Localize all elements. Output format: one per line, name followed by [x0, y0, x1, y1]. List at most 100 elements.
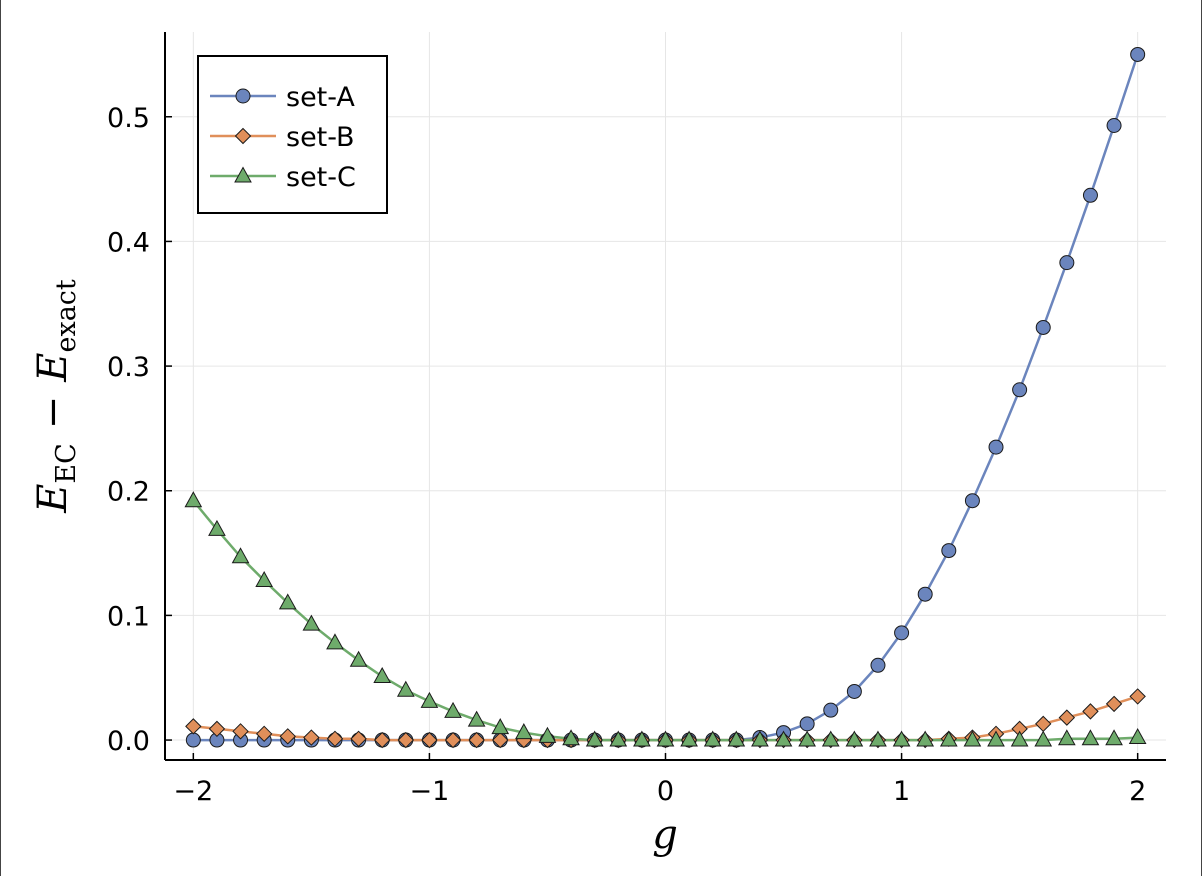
tick-labels: −2 −1 0 1 2 0.0 0.1 0.2 0.3 0.4 0.5 [107, 103, 1146, 807]
data-point [633, 730, 651, 747]
data-point [845, 730, 864, 747]
data-point [751, 730, 769, 747]
data-point [869, 730, 887, 747]
data-point [798, 730, 816, 747]
data-point [255, 725, 273, 743]
data-point [1034, 730, 1053, 747]
data-point [373, 731, 391, 749]
data-point [444, 731, 462, 749]
legend-box [197, 55, 388, 214]
data-point [1105, 729, 1123, 746]
data-point [870, 657, 886, 673]
legend-label: set-B [286, 122, 355, 153]
data-point [397, 731, 415, 749]
x-tick-label: 0 [657, 776, 674, 807]
legend-marker [234, 127, 252, 145]
series-points-set-C [184, 491, 1147, 747]
data-point [846, 683, 862, 699]
data-point [185, 718, 202, 735]
data-point [1106, 117, 1122, 133]
data-point [303, 729, 320, 746]
data-point [823, 702, 839, 718]
data-point [420, 691, 439, 708]
data-point [184, 491, 203, 508]
data-point [1105, 695, 1123, 713]
data-point [799, 716, 815, 732]
window-edge-left [0, 0, 1, 876]
y-tick-label: 0.0 [107, 726, 150, 757]
data-point [350, 730, 367, 748]
data-point [326, 633, 344, 650]
data-point [278, 593, 297, 610]
data-point [916, 730, 935, 747]
y-label-main2: E [30, 352, 76, 382]
data-point [491, 718, 510, 735]
data-point [444, 701, 462, 718]
data-point [231, 547, 250, 564]
data-point [1035, 715, 1052, 733]
data-point [232, 723, 249, 740]
legend-item: set-C [210, 162, 356, 193]
x-tick-label: −2 [173, 776, 213, 807]
legend-marker [234, 166, 252, 183]
data-point [1130, 46, 1146, 62]
data-point [894, 625, 910, 641]
data-point [917, 586, 933, 602]
data-point [279, 728, 296, 745]
data-point [1082, 703, 1099, 720]
data-point [1058, 709, 1076, 726]
data-point [255, 570, 274, 587]
data-point [349, 650, 368, 667]
data-point [326, 730, 344, 748]
data-point [1057, 729, 1076, 746]
y-label-minus: − [30, 396, 76, 430]
data-point [680, 730, 698, 747]
series-layer [184, 46, 1147, 749]
legend-label: set-C [286, 162, 356, 193]
legend: set-A set-B set-C [197, 55, 388, 214]
data-point [964, 493, 980, 509]
data-point [585, 730, 604, 747]
data-point [988, 439, 1004, 455]
data-point [609, 730, 628, 747]
y-label-sub2: exact [51, 279, 82, 352]
legend-marker [235, 88, 251, 104]
legend-item: set-B [210, 122, 355, 153]
y-tick-label: 0.3 [107, 352, 150, 383]
y-tick-label: 0.1 [107, 601, 150, 632]
data-point [208, 519, 226, 536]
data-point [1128, 728, 1147, 745]
data-point [821, 730, 840, 747]
data-point [421, 731, 438, 749]
data-point [656, 730, 675, 747]
data-point [1081, 729, 1100, 746]
y-label-sub1: EC [51, 443, 82, 483]
data-point [1129, 688, 1146, 705]
data-point [208, 720, 226, 738]
legend-label: set-A [286, 82, 355, 113]
data-point [1059, 255, 1075, 271]
data-point [1010, 730, 1029, 747]
data-point [987, 730, 1005, 747]
y-tick-label: 0.4 [107, 227, 150, 258]
y-label-main: E [30, 484, 76, 514]
data-point [1082, 187, 1098, 203]
data-point [515, 723, 533, 740]
legend-item: set-A [210, 82, 355, 113]
data-point [538, 726, 557, 743]
svg-text:EEC−Eexact: EEC−Eexact [30, 279, 82, 514]
data-point [1012, 382, 1028, 398]
data-point [703, 730, 722, 747]
data-point [727, 730, 746, 747]
data-point [562, 729, 580, 746]
data-point [302, 614, 321, 631]
data-point [468, 731, 485, 749]
data-point [396, 680, 415, 697]
data-point [939, 730, 958, 747]
y-tick-label: 0.2 [107, 477, 150, 508]
data-point [467, 710, 486, 727]
x-axis-label: g [652, 812, 678, 858]
data-point [892, 730, 911, 747]
